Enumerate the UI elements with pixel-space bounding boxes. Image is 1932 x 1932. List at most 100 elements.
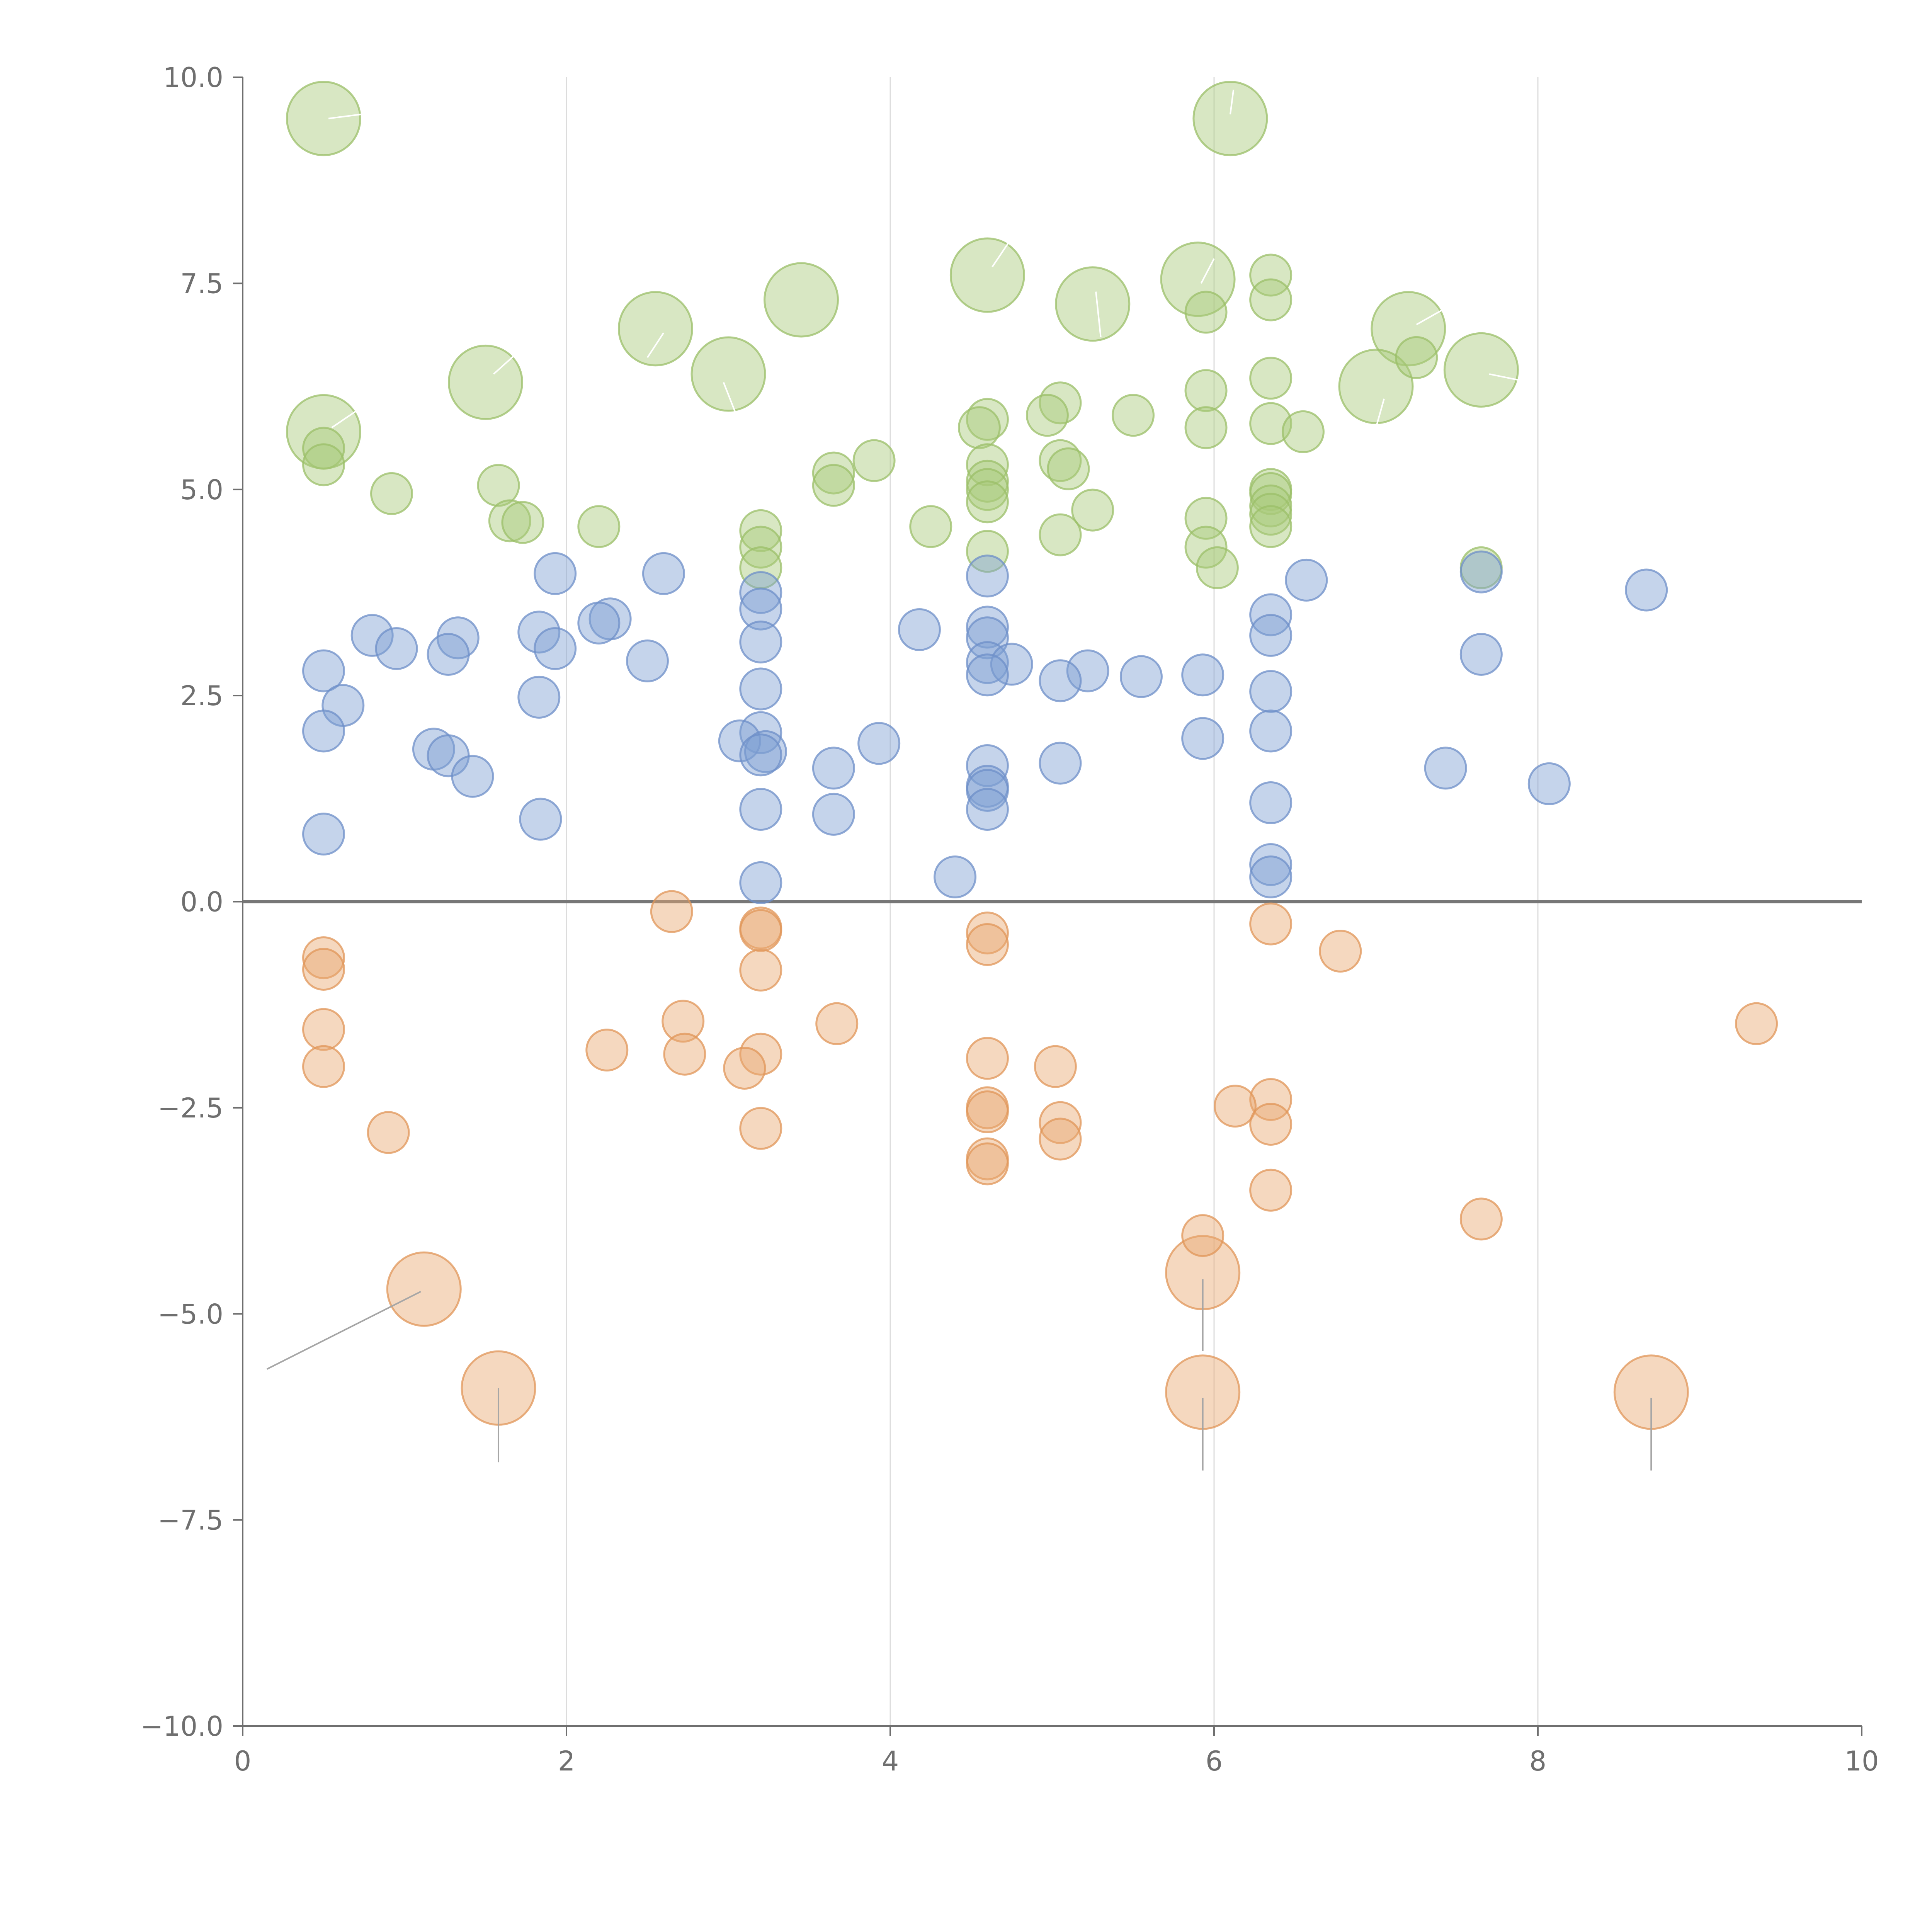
green-bubble <box>1395 336 1438 379</box>
green-bubble <box>1039 439 1082 482</box>
x-tick-label: 4 <box>882 1745 899 1777</box>
green-bubble <box>966 480 1009 524</box>
green-bubble <box>1039 513 1082 556</box>
blue-bubble <box>1039 659 1082 702</box>
orange-bubble <box>1249 1168 1293 1212</box>
large-green-bubble <box>1371 291 1446 367</box>
blue-bubble <box>427 633 470 676</box>
blue-bubble <box>534 552 577 595</box>
label-leader-line <box>493 349 522 375</box>
orange-bubble <box>662 1000 705 1043</box>
orange-bubble <box>966 1037 1009 1080</box>
green-bubble <box>1249 357 1293 400</box>
orange-bubble <box>1249 1078 1293 1121</box>
orange-bubble <box>1459 1197 1503 1241</box>
green-bubble <box>1184 526 1228 569</box>
x-tick-label: 10 <box>1844 1745 1879 1777</box>
blue-bubble <box>934 855 977 898</box>
blue-bubble <box>1285 558 1328 602</box>
orange-bubble <box>723 1046 766 1090</box>
orange-bubble <box>302 936 345 980</box>
blue-bubble <box>302 649 345 692</box>
green-bubble <box>501 501 544 544</box>
blue-bubble <box>1249 709 1293 753</box>
green-bubble <box>302 443 345 486</box>
blue-bubble <box>1527 762 1571 805</box>
tick-label-layer: 0 2 4 6 8 10 10.0 7.5 5.0 2.5 0.0 −2.5 −5.0 −7.5 −10.0 <box>140 62 1879 1777</box>
blue-bubble <box>517 611 561 654</box>
orange-bubble <box>1039 1117 1082 1161</box>
label-leader-line <box>1375 398 1385 428</box>
orange-bubble <box>585 1029 629 1072</box>
bubble-layer <box>286 81 1778 1430</box>
blue-bubble <box>966 788 1009 831</box>
axis-layer <box>233 77 1862 1736</box>
label-leader-line <box>266 1291 421 1370</box>
blue-bubble <box>1249 781 1293 824</box>
large-green-bubble <box>949 237 1025 313</box>
label-leader-line <box>1416 307 1446 325</box>
blue-bubble <box>1066 649 1109 692</box>
green-bubble <box>812 451 855 495</box>
green-bubble <box>1026 394 1069 437</box>
y-tick-label: −5.0 <box>158 1298 223 1330</box>
green-bubble <box>370 472 413 515</box>
blue-bubble <box>966 605 1009 649</box>
blue-bubble <box>1459 550 1503 594</box>
x-tick-label: 2 <box>558 1745 575 1777</box>
blue-bubble <box>1181 717 1225 760</box>
y-tick-label: 10.0 <box>163 62 223 94</box>
blue-bubble <box>1039 742 1082 785</box>
blue-bubble <box>534 627 577 670</box>
blue-bubble <box>812 747 855 790</box>
x-tick-label: 8 <box>1529 1745 1547 1777</box>
label-leader-line <box>646 332 665 358</box>
green-bubble <box>1249 278 1293 321</box>
y-tick-label: 2.5 <box>180 680 223 712</box>
blue-bubble <box>718 719 761 762</box>
green-bubble <box>966 468 1009 511</box>
blue-bubble <box>966 641 1009 684</box>
blue-bubble <box>1249 843 1293 886</box>
orange-bubble <box>302 1045 345 1088</box>
label-leader-line <box>992 237 1012 267</box>
blue-bubble <box>739 861 782 904</box>
green-bubble <box>1071 488 1114 532</box>
green-bubble <box>957 406 1001 449</box>
blue-bubble <box>1249 670 1293 713</box>
large-green-bubble <box>1160 242 1236 317</box>
green-bubble <box>477 464 520 507</box>
y-tick-label: −2.5 <box>158 1092 223 1124</box>
green-bubble <box>1249 253 1293 297</box>
green-bubble <box>1039 381 1082 425</box>
blue-bubble <box>517 675 561 719</box>
blue-bubble <box>1459 633 1503 676</box>
orange-bubble <box>966 912 1009 955</box>
blue-bubble <box>519 798 562 841</box>
blue-bubble <box>739 788 782 831</box>
green-bubble <box>966 398 1009 441</box>
green-bubble <box>1184 369 1228 412</box>
blue-bubble <box>1625 568 1668 612</box>
green-bubble <box>302 427 345 470</box>
blue-bubble <box>375 627 418 670</box>
blue-bubble <box>857 722 901 765</box>
leader-layer <box>266 89 1652 1471</box>
green-bubble <box>1184 291 1228 334</box>
blue-bubble <box>739 587 782 631</box>
large-green-bubble <box>690 336 766 412</box>
x-tick-label: 6 <box>1206 1745 1223 1777</box>
orange-bubble <box>966 923 1009 966</box>
blue-bubble <box>812 793 855 836</box>
y-tick-label: 0.0 <box>180 886 223 918</box>
label-leader-line <box>1489 373 1530 383</box>
blue-bubble <box>966 554 1009 598</box>
orange-bubble <box>1249 902 1293 946</box>
label-leader-line <box>1200 258 1215 284</box>
green-bubble <box>1047 447 1090 490</box>
y-tick-label: 7.5 <box>180 268 223 299</box>
blue-bubble <box>626 639 669 683</box>
green-bubble <box>1112 394 1155 437</box>
large-green-bubble <box>1338 349 1414 424</box>
y-tick-label: −10.0 <box>140 1711 223 1742</box>
